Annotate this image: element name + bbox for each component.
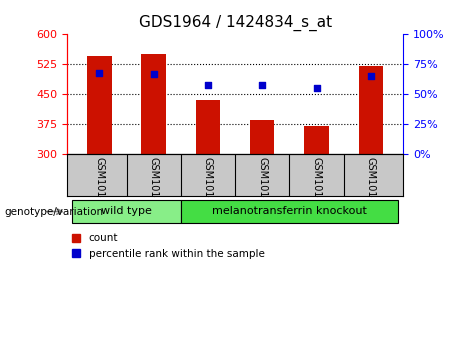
Point: [313, 85, 320, 91]
Point: [367, 73, 374, 79]
Point: [150, 72, 157, 77]
Text: GSM101413: GSM101413: [257, 157, 267, 216]
Text: GSM101412: GSM101412: [203, 157, 213, 216]
Text: wild type: wild type: [101, 206, 152, 216]
Bar: [87, 56, 112, 154]
Bar: [196, 99, 220, 154]
Title: GDS1964 / 1424834_s_at: GDS1964 / 1424834_s_at: [139, 15, 331, 31]
Text: GSM101417: GSM101417: [149, 157, 159, 216]
Text: genotype/variation: genotype/variation: [5, 206, 104, 217]
Bar: [250, 120, 274, 154]
Bar: [181, 200, 398, 223]
Text: GSM101415: GSM101415: [366, 157, 376, 216]
Bar: [142, 53, 166, 154]
Bar: [359, 65, 383, 154]
Bar: [72, 200, 181, 223]
Text: GSM101416: GSM101416: [95, 157, 104, 216]
Text: GSM101414: GSM101414: [312, 157, 321, 216]
Bar: [304, 126, 329, 154]
Legend: count, percentile rank within the sample: count, percentile rank within the sample: [72, 233, 265, 258]
Point: [204, 82, 212, 88]
Point: [259, 82, 266, 88]
Point: [96, 70, 103, 76]
Text: melanotransferrin knockout: melanotransferrin knockout: [212, 206, 367, 216]
